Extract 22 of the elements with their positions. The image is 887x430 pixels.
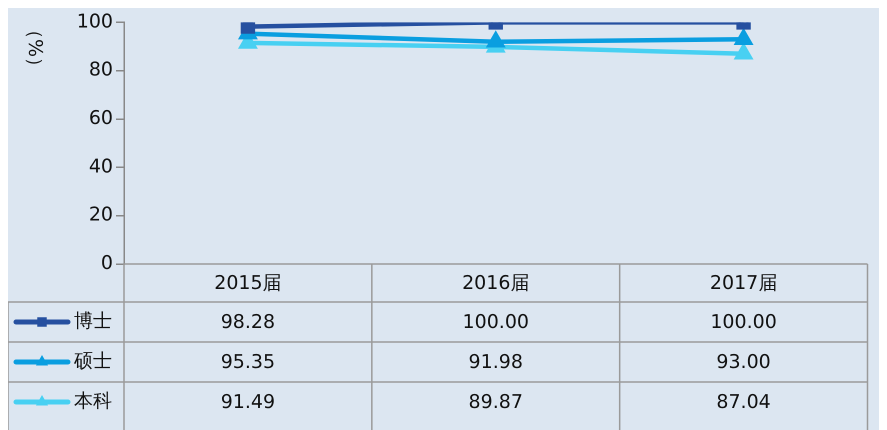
data-label: 87.04 (716, 390, 771, 413)
y-tick-label: 60 (88, 106, 113, 129)
data-label: 91.49 (220, 390, 276, 413)
legend-label: 博士 (74, 310, 112, 332)
data-label: 91.98 (468, 350, 523, 373)
y-tick-label: 20 (88, 204, 113, 226)
y-tick-label: 100 (76, 10, 113, 32)
x-tick-label: 2017届 (710, 272, 778, 294)
y-tick-label: 80 (88, 58, 113, 81)
data-label: 93.00 (716, 350, 771, 373)
legend-label: 本科 (74, 390, 112, 412)
data-label: 95.35 (220, 350, 276, 373)
x-tick-label: 2015届 (214, 272, 282, 294)
data-label: 89.87 (468, 390, 523, 413)
y-tick-label: 0 (100, 252, 113, 274)
x-tick-label: 2016届 (462, 272, 530, 294)
data-label: 100.00 (710, 310, 777, 333)
legend-label: 硕士 (73, 350, 112, 372)
y-tick-label: 40 (88, 155, 113, 178)
y-axis-title: （%） (24, 20, 46, 76)
data-label: 98.28 (220, 310, 276, 333)
data-label: 100.00 (462, 310, 529, 333)
